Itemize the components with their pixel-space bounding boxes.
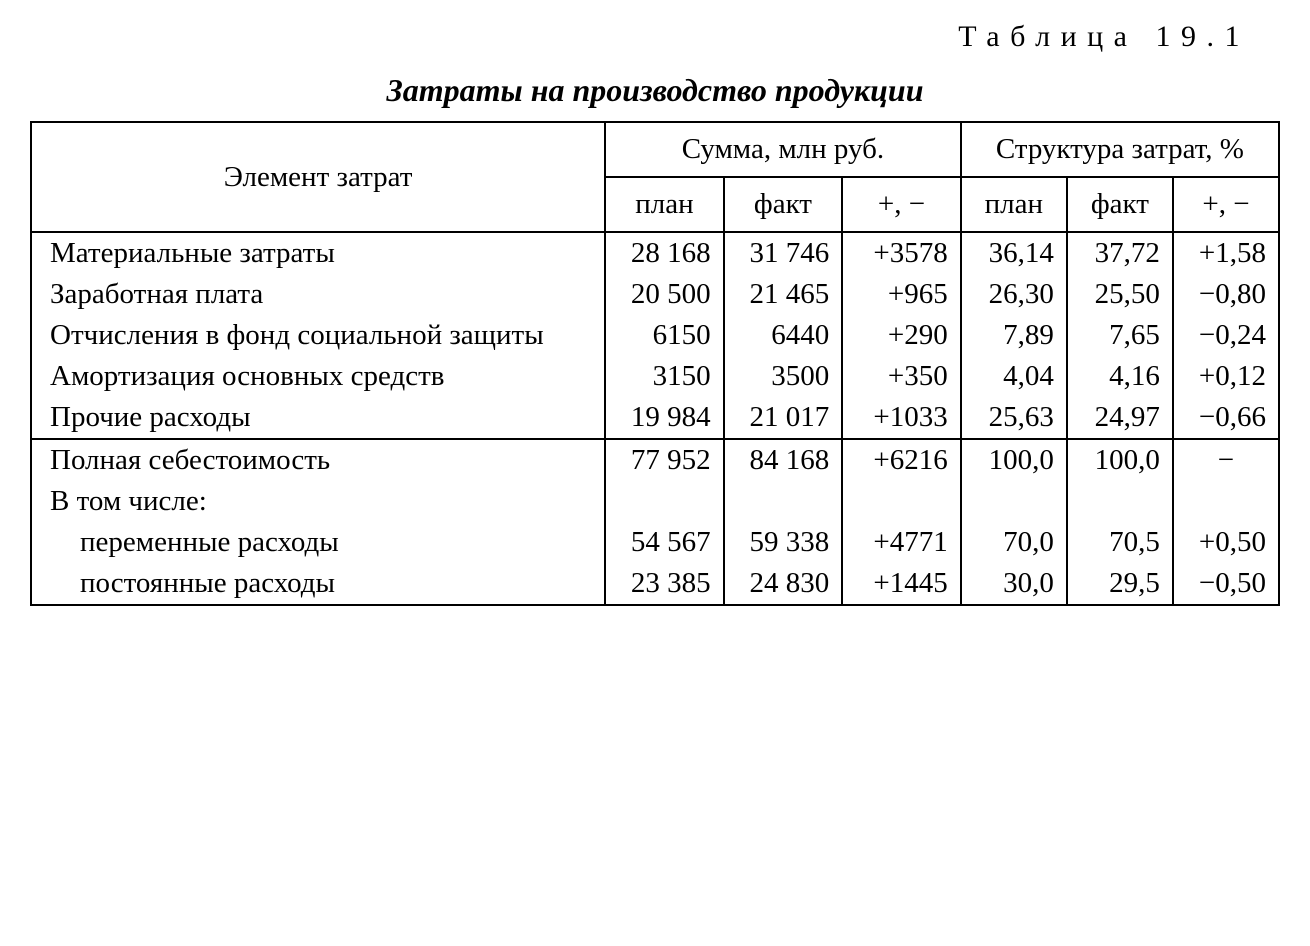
cell-sdiff: −0,24 — [1173, 315, 1279, 356]
row-label: Полная себестоимость — [31, 439, 605, 481]
cell-fact: 21 017 — [724, 397, 843, 439]
header-struct-diff: +, − — [1173, 177, 1279, 232]
cell-plan: 77 952 — [605, 439, 724, 481]
cell-sfact: 7,65 — [1067, 315, 1173, 356]
cell-diff: +290 — [842, 315, 961, 356]
cell-splan: 25,63 — [961, 397, 1067, 439]
cell-splan: 36,14 — [961, 232, 1067, 274]
costs-table: Элемент затрат Сумма, млн руб. Структура… — [30, 121, 1280, 606]
cell-sfact: 37,72 — [1067, 232, 1173, 274]
cell-diff: +1445 — [842, 563, 961, 605]
cell-sfact — [1067, 481, 1173, 522]
table-row: Прочие расходы19 98421 017+103325,6324,9… — [31, 397, 1279, 439]
table-body-main: Материальные затраты28 16831 746+357836,… — [31, 232, 1279, 439]
cell-fact: 59 338 — [724, 522, 843, 563]
cell-diff: +350 — [842, 356, 961, 397]
row-label: Прочие расходы — [31, 397, 605, 439]
cell-diff: +4771 — [842, 522, 961, 563]
cell-sfact: 25,50 — [1067, 274, 1173, 315]
row-label: Материальные затраты — [31, 232, 605, 274]
table-row: Отчисления в фонд социальной защиты61506… — [31, 315, 1279, 356]
row-label: постоянные расходы — [31, 563, 605, 605]
table-row: переменные расходы54 56759 338+477170,07… — [31, 522, 1279, 563]
table-number: Таблица 19.1 — [30, 20, 1280, 54]
cell-sfact: 4,16 — [1067, 356, 1173, 397]
header-struct-fact: факт — [1067, 177, 1173, 232]
table-title: Затраты на производство продукции — [30, 72, 1280, 109]
cell-sdiff: +1,58 — [1173, 232, 1279, 274]
cell-fact: 84 168 — [724, 439, 843, 481]
cell-plan: 3150 — [605, 356, 724, 397]
table-row: Амортизация основных средств31503500+350… — [31, 356, 1279, 397]
cell-diff: +3578 — [842, 232, 961, 274]
cell-splan: 100,0 — [961, 439, 1067, 481]
cell-sdiff: −0,80 — [1173, 274, 1279, 315]
cell-sdiff: −0,66 — [1173, 397, 1279, 439]
cell-diff: +6216 — [842, 439, 961, 481]
cell-plan — [605, 481, 724, 522]
table-row: В том числе: — [31, 481, 1279, 522]
cell-fact — [724, 481, 843, 522]
cell-sdiff: − — [1173, 439, 1279, 481]
cell-fact: 21 465 — [724, 274, 843, 315]
table-row: Полная себестоимость77 95284 168+6216100… — [31, 439, 1279, 481]
cell-plan: 54 567 — [605, 522, 724, 563]
cell-sfact: 100,0 — [1067, 439, 1173, 481]
row-label: переменные расходы — [31, 522, 605, 563]
cell-diff: +1033 — [842, 397, 961, 439]
cell-sdiff — [1173, 481, 1279, 522]
cell-fact: 31 746 — [724, 232, 843, 274]
header-sum: Сумма, млн руб. — [605, 122, 961, 177]
cell-plan: 23 385 — [605, 563, 724, 605]
cell-sdiff: +0,50 — [1173, 522, 1279, 563]
table-row: постоянные расходы23 38524 830+144530,02… — [31, 563, 1279, 605]
cell-sfact: 24,97 — [1067, 397, 1173, 439]
cell-splan: 70,0 — [961, 522, 1067, 563]
cell-plan: 6150 — [605, 315, 724, 356]
header-element: Элемент затрат — [31, 122, 605, 232]
row-label: Отчисления в фонд социальной защиты — [31, 315, 605, 356]
table-body-total: Полная себестоимость77 95284 168+6216100… — [31, 439, 1279, 605]
cell-splan: 26,30 — [961, 274, 1067, 315]
cell-sfact: 29,5 — [1067, 563, 1173, 605]
table-row: Заработная плата20 50021 465+96526,3025,… — [31, 274, 1279, 315]
cell-diff: +965 — [842, 274, 961, 315]
cell-sfact: 70,5 — [1067, 522, 1173, 563]
cell-splan: 7,89 — [961, 315, 1067, 356]
cell-fact: 3500 — [724, 356, 843, 397]
cell-splan — [961, 481, 1067, 522]
cell-sdiff: +0,12 — [1173, 356, 1279, 397]
cell-sdiff: −0,50 — [1173, 563, 1279, 605]
cell-diff — [842, 481, 961, 522]
row-label: Заработная плата — [31, 274, 605, 315]
cell-fact: 6440 — [724, 315, 843, 356]
header-struct-plan: план — [961, 177, 1067, 232]
cell-fact: 24 830 — [724, 563, 843, 605]
header-structure: Структура затрат, % — [961, 122, 1279, 177]
cell-splan: 30,0 — [961, 563, 1067, 605]
row-label: Амортизация основных средств — [31, 356, 605, 397]
row-label: В том числе: — [31, 481, 605, 522]
header-sum-plan: план — [605, 177, 724, 232]
cell-plan: 19 984 — [605, 397, 724, 439]
table-row: Материальные затраты28 16831 746+357836,… — [31, 232, 1279, 274]
header-sum-diff: +, − — [842, 177, 961, 232]
cell-plan: 28 168 — [605, 232, 724, 274]
cell-plan: 20 500 — [605, 274, 724, 315]
cell-splan: 4,04 — [961, 356, 1067, 397]
header-sum-fact: факт — [724, 177, 843, 232]
